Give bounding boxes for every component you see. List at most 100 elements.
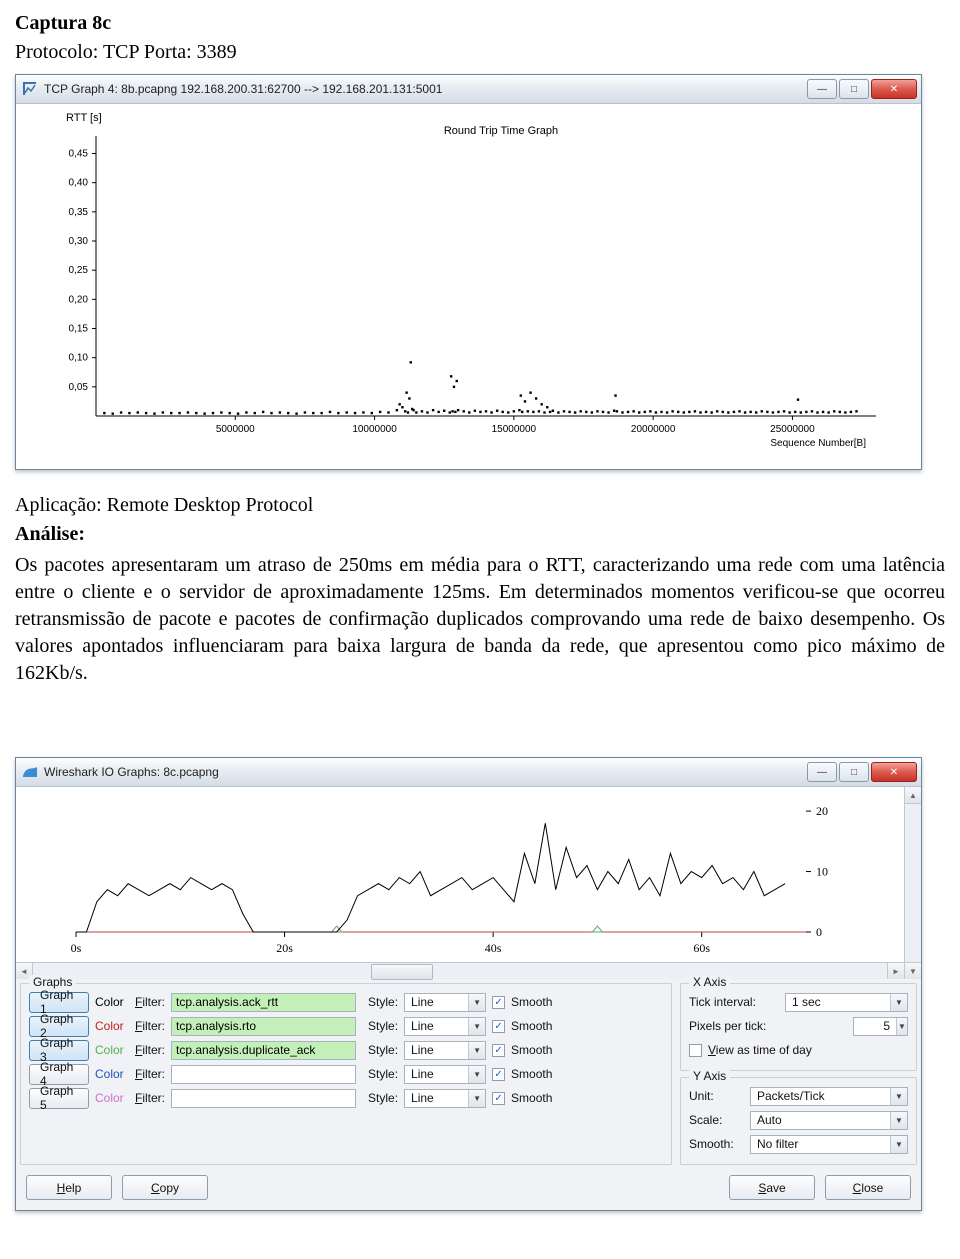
groupbox-xaxis-legend: X Axis — [689, 975, 730, 989]
doc-analysis-label: Análise: — [15, 523, 945, 546]
window-title-1: TCP Graph 4: 8b.pcapng 192.168.200.31:62… — [44, 82, 442, 96]
style-label: Style: — [368, 1067, 398, 1081]
timeofday-checkbox[interactable] — [689, 1044, 702, 1057]
rtt-chart: RTT [s] Round Trip Time Graph0,050,100,1… — [16, 104, 921, 469]
smooth-checkbox[interactable]: ✓ — [492, 1020, 505, 1033]
filter-label: Filter: — [135, 1043, 165, 1057]
smooth-value: No filter — [751, 1137, 890, 1151]
doc-protocol-prefix: Protocolo: TCP — [15, 41, 139, 63]
style-select[interactable]: Line▼ — [404, 1065, 486, 1084]
svg-text:0,25: 0,25 — [69, 265, 89, 276]
smooth-checkbox[interactable]: ✓ — [492, 1068, 505, 1081]
copy-button[interactable]: Copy — [122, 1175, 208, 1200]
scale-select[interactable]: Auto▼ — [750, 1111, 908, 1130]
io-chart-svg: 010200s20s40s60s — [16, 787, 856, 962]
doc-app-line: Aplicação: Remote Desktop Protocol — [15, 494, 945, 517]
smooth-cb-label: Smooth — [511, 1043, 552, 1057]
filter-label: Filter: — [135, 995, 165, 1009]
ppt-value: 5 — [854, 1019, 896, 1033]
minimize-button-2[interactable]: — — [807, 762, 837, 782]
titlebar-2: Wireshark IO Graphs: 8c.pcapng — □ ✕ — [16, 758, 921, 787]
svg-text:0,05: 0,05 — [69, 382, 89, 393]
svg-text:40s: 40s — [485, 941, 502, 955]
window-io-graphs: Wireshark IO Graphs: 8c.pcapng — □ ✕ 010… — [15, 757, 922, 1211]
graph-toggle-button[interactable]: Graph 2 — [29, 1016, 89, 1037]
color-label: Color — [95, 1043, 129, 1057]
filter-input[interactable] — [171, 1017, 356, 1036]
graph-toggle-button[interactable]: Graph 1 — [29, 992, 89, 1013]
filter-input[interactable] — [171, 993, 356, 1012]
style-label: Style: — [368, 1019, 398, 1033]
smooth-label: Smooth: — [689, 1137, 744, 1151]
smooth-checkbox[interactable]: ✓ — [492, 996, 505, 1009]
scale-label: Scale: — [689, 1113, 744, 1127]
svg-text:20000000: 20000000 — [631, 424, 676, 435]
svg-text:0,10: 0,10 — [69, 353, 89, 364]
smooth-checkbox[interactable]: ✓ — [492, 1044, 505, 1057]
help-button[interactable]: Help — [26, 1175, 112, 1200]
smooth-select[interactable]: No filter▼ — [750, 1135, 908, 1154]
svg-text:0,45: 0,45 — [69, 149, 89, 160]
graph-row: Graph 4ColorFilter:Style:Line▼✓Smooth — [29, 1062, 663, 1086]
unit-value: Packets/Tick — [751, 1089, 890, 1103]
smooth-cb-label: Smooth — [511, 995, 552, 1009]
app-icon — [22, 81, 38, 97]
maximize-button-2[interactable]: □ — [839, 762, 869, 782]
svg-text:10: 10 — [816, 865, 828, 879]
svg-text:20s: 20s — [276, 941, 293, 955]
svg-text:5000000: 5000000 — [216, 424, 255, 435]
filter-input[interactable] — [171, 1089, 356, 1108]
window-tcp-graph: TCP Graph 4: 8b.pcapng 192.168.200.31:62… — [15, 74, 922, 470]
smooth-cb-label: Smooth — [511, 1091, 552, 1105]
scroll-vertical[interactable]: ▲ ▼ — [904, 787, 921, 979]
filter-input[interactable] — [171, 1065, 356, 1084]
ppt-label: Pixels per tick: — [689, 1019, 779, 1033]
svg-text:20: 20 — [816, 804, 828, 818]
close-button-2[interactable]: ✕ — [871, 762, 917, 782]
style-select[interactable]: Line▼ — [404, 1089, 486, 1108]
groupbox-graphs-legend: Graphs — [29, 975, 76, 989]
groupbox-yaxis-legend: Y Axis — [689, 1069, 730, 1083]
rtt-svg: Round Trip Time Graph 0,05 0,10 0,15 0,20 0,2… — [26, 126, 896, 456]
style-label: Style: — [368, 995, 398, 1009]
svg-text:15000000: 15000000 — [492, 424, 537, 435]
unit-select[interactable]: Packets/Tick▼ — [750, 1087, 908, 1106]
groupbox-graphs: Graphs Graph 1ColorFilter:Style:Line▼✓Sm… — [20, 983, 672, 1165]
style-select[interactable]: Line▼ — [404, 993, 486, 1012]
close-button-1[interactable]: ✕ — [871, 79, 917, 99]
style-label: Style: — [368, 1091, 398, 1105]
smooth-cb-label: Smooth — [511, 1019, 552, 1033]
svg-text:0,15: 0,15 — [69, 324, 89, 335]
doc-heading: Captura 8c — [15, 12, 945, 35]
graph-toggle-button[interactable]: Graph 4 — [29, 1064, 89, 1085]
save-button[interactable]: Save — [729, 1175, 815, 1200]
close-dialog-button[interactable]: Close — [825, 1175, 911, 1200]
ppt-select[interactable]: 5▼ — [853, 1017, 908, 1036]
graph-row: Graph 2ColorFilter:Style:Line▼✓Smooth — [29, 1014, 663, 1038]
color-label: Color — [95, 1067, 129, 1081]
svg-text:Sequence Number[B]: Sequence Number[B] — [770, 438, 866, 449]
svg-text:10000000: 10000000 — [352, 424, 397, 435]
graph-toggle-button[interactable]: Graph 5 — [29, 1088, 89, 1109]
doc-analysis-body: Os pacotes apresentaram um atraso de 250… — [15, 552, 945, 687]
wireshark-icon — [22, 764, 38, 780]
graph-toggle-button[interactable]: Graph 3 — [29, 1040, 89, 1061]
scale-value: Auto — [751, 1113, 890, 1127]
groupbox-yaxis: Y Axis Unit: Packets/Tick▼ Scale: Auto▼ … — [680, 1077, 917, 1165]
maximize-button-1[interactable]: □ — [839, 79, 869, 99]
style-select[interactable]: Line▼ — [404, 1041, 486, 1060]
svg-text:0,35: 0,35 — [69, 207, 89, 218]
scroll-horizontal[interactable] — [16, 962, 904, 979]
svg-text:0,20: 0,20 — [69, 294, 89, 305]
minimize-button-1[interactable]: — — [807, 79, 837, 99]
tick-interval-select[interactable]: 1 sec▼ — [785, 993, 908, 1012]
style-select[interactable]: Line▼ — [404, 1017, 486, 1036]
filter-input[interactable] — [171, 1041, 356, 1060]
doc-protocol-line: Protocolo: TCP Porta: 3389 — [15, 41, 945, 64]
style-label: Style: — [368, 1043, 398, 1057]
svg-text:0,40: 0,40 — [69, 178, 89, 189]
titlebar-1: TCP Graph 4: 8b.pcapng 192.168.200.31:62… — [16, 75, 921, 104]
smooth-checkbox[interactable]: ✓ — [492, 1092, 505, 1105]
graph-row: Graph 5ColorFilter:Style:Line▼✓Smooth — [29, 1086, 663, 1110]
svg-text:Round Trip Time Graph: Round Trip Time Graph — [444, 126, 558, 137]
